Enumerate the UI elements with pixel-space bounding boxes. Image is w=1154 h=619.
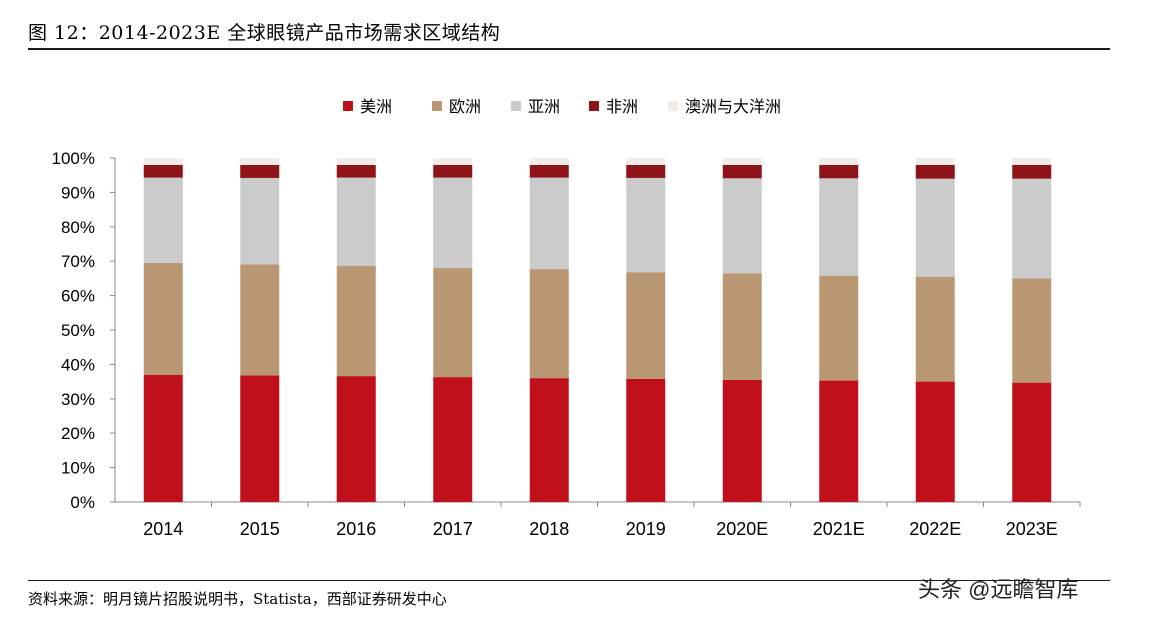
bar-segment-2016-4 — [336, 158, 376, 165]
legend-label: 美洲 — [360, 97, 392, 116]
y-tick-label: 0% — [70, 493, 95, 512]
y-tick-label: 20% — [61, 424, 95, 443]
bar-segment-2017-0 — [433, 377, 473, 502]
bar-segment-2017-3 — [433, 164, 473, 178]
source-note: 资料来源：明月镜片招股说明书，Statista，西部证券研发中心 — [28, 590, 447, 608]
y-tick-label: 40% — [61, 355, 95, 374]
bar-segment-2023E-4 — [1012, 158, 1052, 165]
bar-segment-2019-2 — [626, 177, 666, 273]
watermark: 头条 @远瞻智库 — [918, 577, 1079, 602]
bar-segment-2016-3 — [336, 164, 376, 178]
x-tick-label: 2019 — [626, 519, 666, 539]
x-tick-label: 2016 — [336, 519, 376, 539]
y-tick-label: 50% — [61, 321, 95, 340]
bar-segment-2018-1 — [529, 269, 569, 379]
x-tick-label: 2022E — [909, 519, 961, 539]
bar-segment-2015-1 — [240, 264, 280, 376]
bar-segment-2018-2 — [529, 177, 569, 270]
bar-segment-2018-3 — [529, 164, 569, 178]
y-tick-label: 80% — [61, 218, 95, 237]
bar-segment-2021E-1 — [819, 275, 859, 381]
bar-segment-2015-3 — [240, 164, 280, 178]
bar-segment-2016-1 — [336, 265, 376, 377]
x-tick-label: 2018 — [529, 519, 569, 539]
bar-segment-2019-1 — [626, 272, 666, 379]
legend-swatch — [668, 101, 678, 111]
bar-segment-2014-0 — [143, 374, 183, 502]
bar-segment-2020E-4 — [722, 158, 762, 165]
legend: 美洲 欧洲 亚洲 非洲 澳洲与大洋洲 — [343, 97, 781, 116]
y-tick-label: 10% — [61, 459, 95, 478]
bar-segment-2020E-2 — [722, 178, 762, 274]
bar-segment-2022E-1 — [915, 276, 955, 382]
bar-segment-2019-4 — [626, 158, 666, 165]
bars — [143, 158, 1052, 502]
bar-segment-2015-2 — [240, 177, 280, 265]
y-tick-label: 100% — [52, 149, 95, 168]
y-tick-label: 60% — [61, 287, 95, 306]
x-tick-label: 2015 — [240, 519, 280, 539]
bar-segment-2019-3 — [626, 164, 666, 178]
x-tick-label: 2020E — [716, 519, 768, 539]
bar-segment-2017-1 — [433, 268, 473, 378]
bar-segment-2023E-0 — [1012, 382, 1052, 502]
bar-segment-2020E-3 — [722, 164, 762, 179]
bar-segment-2018-4 — [529, 158, 569, 165]
x-tick-label: 2017 — [433, 519, 473, 539]
bar-segment-2017-4 — [433, 158, 473, 165]
bar-segment-2023E-1 — [1012, 278, 1052, 383]
bar-segment-2014-4 — [143, 158, 183, 165]
bar-segment-2018-0 — [529, 378, 569, 502]
x-tick-label: 2021E — [813, 519, 865, 539]
figure-title: 图 12：2014-2023E 全球眼镜产品市场需求区域结构 — [28, 22, 501, 44]
bar-segment-2022E-4 — [915, 158, 955, 165]
bar-segment-2022E-2 — [915, 178, 955, 277]
bar-segment-2015-0 — [240, 375, 280, 502]
legend-swatch — [432, 101, 442, 111]
x-tick-label: 2023E — [1006, 519, 1058, 539]
bar-segment-2015-4 — [240, 158, 280, 165]
y-tick-label: 70% — [61, 252, 95, 271]
title-bar: 图 12：2014-2023E 全球眼镜产品市场需求区域结构 — [28, 14, 1110, 50]
bar-segment-2014-3 — [143, 164, 183, 178]
y-tick-label: 90% — [61, 183, 95, 202]
bar-segment-2014-2 — [143, 177, 183, 263]
bar-segment-2022E-0 — [915, 381, 955, 502]
legend-swatch — [343, 101, 353, 111]
legend-label: 欧洲 — [449, 97, 481, 116]
bar-segment-2020E-0 — [722, 379, 762, 502]
legend-swatch — [589, 101, 599, 111]
bar-segment-2021E-2 — [819, 178, 859, 276]
bar-segment-2016-0 — [336, 376, 376, 502]
bar-segment-2021E-3 — [819, 164, 859, 179]
bar-segment-2021E-0 — [819, 380, 859, 502]
axes: 0% 10% 20% 30% 40% 50% 60% 70% 80% 90% 100% 2014 201… — [52, 149, 1081, 539]
legend-label: 澳洲与大洋洲 — [685, 97, 781, 116]
legend-label: 非洲 — [606, 97, 638, 116]
bar-segment-2023E-3 — [1012, 164, 1052, 179]
source-divider — [28, 580, 1110, 582]
bar-segment-2016-2 — [336, 177, 376, 266]
bar-segment-2021E-4 — [819, 158, 859, 165]
bar-segment-2014-1 — [143, 262, 183, 375]
bar-segment-2023E-2 — [1012, 178, 1052, 279]
bar-segment-2020E-1 — [722, 273, 762, 380]
bar-segment-2022E-3 — [915, 164, 955, 179]
bar-segment-2017-2 — [433, 177, 473, 269]
y-tick-label: 30% — [61, 390, 95, 409]
x-tick-label: 2014 — [143, 519, 183, 539]
bar-segment-2019-0 — [626, 378, 666, 502]
legend-swatch — [511, 101, 521, 111]
legend-label: 亚洲 — [528, 97, 560, 116]
